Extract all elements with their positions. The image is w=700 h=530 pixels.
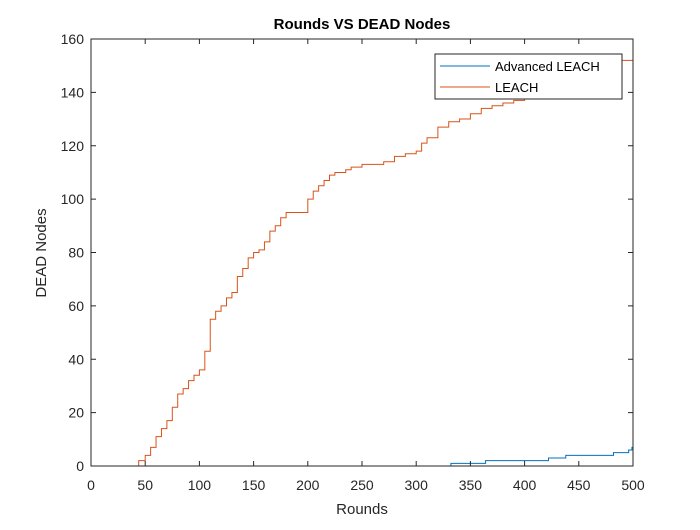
y-tick-label: 40 <box>68 351 84 367</box>
x-tick-label: 0 <box>87 477 95 493</box>
y-tick-label: 120 <box>61 138 85 154</box>
y-tick-label: 20 <box>68 405 84 421</box>
x-tick-label: 50 <box>137 477 153 493</box>
chart-title: Rounds VS DEAD Nodes <box>274 16 451 33</box>
y-tick-label: 0 <box>76 458 84 474</box>
series-line-2 <box>91 59 633 467</box>
y-axis-label: DEAD Nodes <box>33 208 50 297</box>
y-tick-label: 80 <box>68 245 84 261</box>
plot-area: 0 50 100 150 200 250 300 350 400 450 500 0 20 40 60 80 1… <box>61 31 645 493</box>
x-axis-label: Rounds <box>336 501 388 518</box>
legend-label-1: Advanced LEACH <box>495 59 600 74</box>
x-tick-label: 150 <box>242 477 266 493</box>
x-tick-label: 500 <box>621 477 645 493</box>
x-tick-label: 100 <box>188 477 212 493</box>
y-tick-label: 100 <box>61 191 85 207</box>
x-tick-label: 400 <box>513 477 537 493</box>
y-tick-label: 160 <box>61 31 85 47</box>
x-tick-label: 350 <box>459 477 483 493</box>
x-tick-label: 250 <box>350 477 374 493</box>
series-line-1 <box>91 446 633 467</box>
legend-label-2: LEACH <box>495 80 538 95</box>
y-tick-label: 60 <box>68 298 84 314</box>
x-tick-label: 450 <box>567 477 591 493</box>
x-tick-label: 200 <box>296 477 320 493</box>
x-tick-label: 300 <box>405 477 429 493</box>
axes-box <box>90 38 634 467</box>
legend: Advanced LEACH LEACH <box>434 53 623 100</box>
legend-box <box>434 53 623 100</box>
y-tick-label: 140 <box>61 84 85 100</box>
